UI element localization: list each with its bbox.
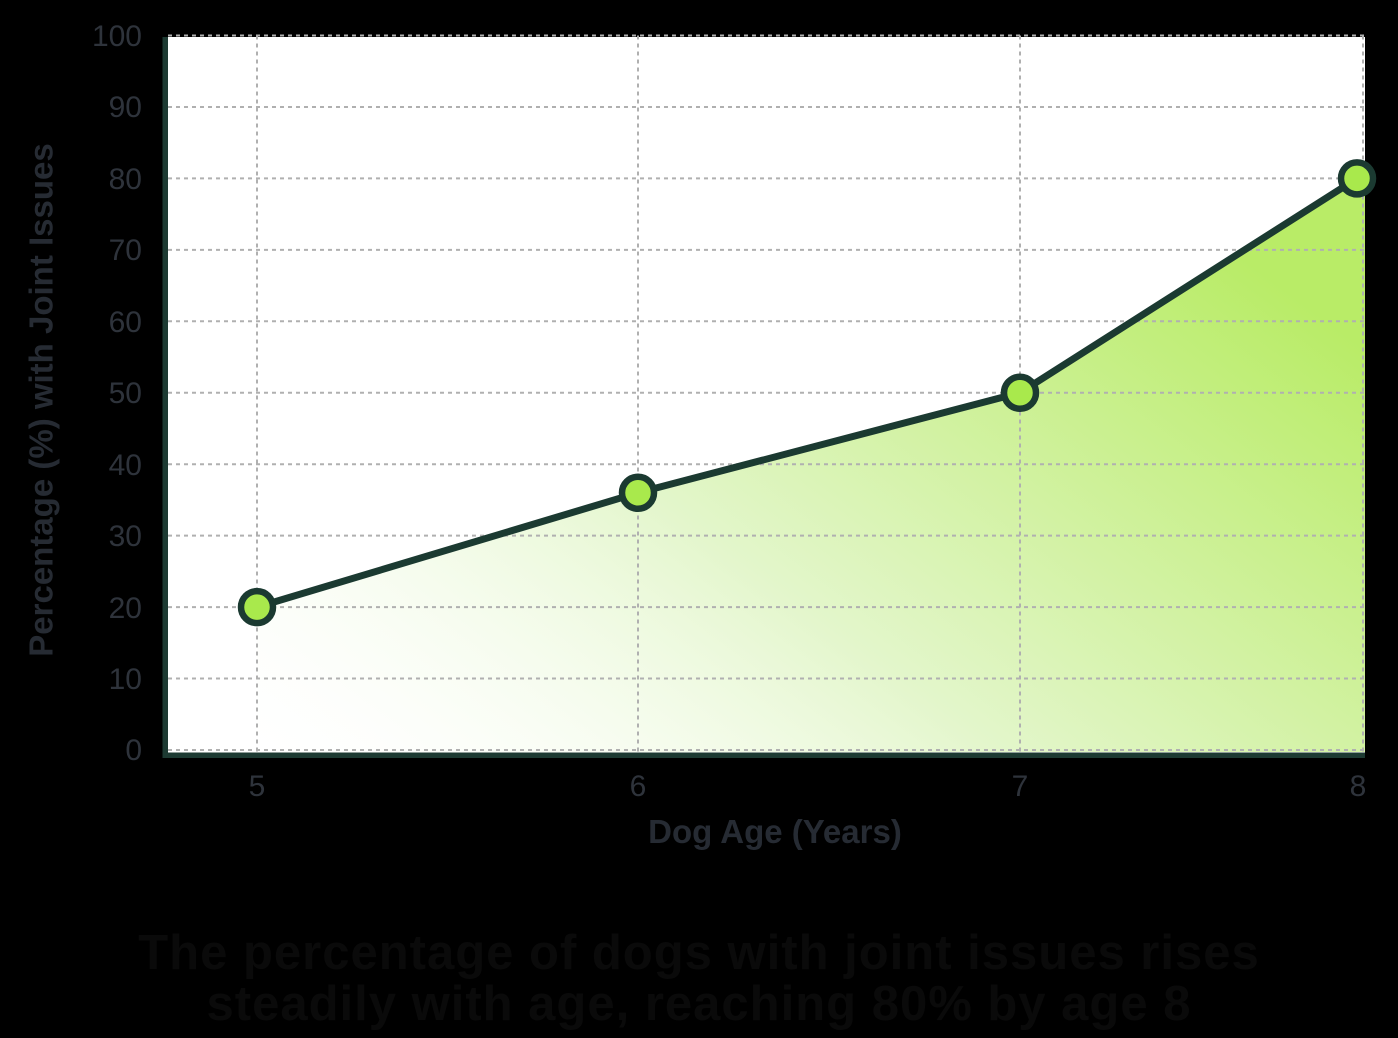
y-tick-label: 40	[109, 449, 142, 482]
y-axis-spine	[162, 37, 168, 758]
y-tick-label: 90	[109, 91, 142, 124]
x-axis-title: Dog Age (Years)	[648, 813, 902, 850]
y-tick-label: 30	[109, 520, 142, 553]
y-tick-label: 100	[92, 20, 142, 53]
data-point-marker	[237, 587, 277, 627]
y-tick-label: 60	[109, 306, 142, 339]
data-point-marker	[618, 473, 658, 513]
x-axis-spine	[162, 752, 1365, 758]
y-tick-label: 10	[109, 663, 142, 696]
footer-caption-line1: The percentage of dogs with joint issues…	[138, 926, 1260, 980]
data-point-marker	[1337, 159, 1377, 198]
footer-caption: The percentage of dogs with joint issues…	[0, 928, 1398, 1030]
y-axis-title: Percentage (%) with Joint Issues	[23, 143, 60, 656]
x-tick-label: 5	[249, 770, 266, 803]
y-tick-label: 20	[109, 592, 142, 625]
x-tick-label: 7	[1012, 770, 1029, 803]
x-tick-label: 8	[1350, 770, 1367, 803]
y-tick-label: 0	[125, 734, 142, 767]
y-tick-label: 50	[109, 377, 142, 410]
joint-issues-area-chart: 100 90 80 70 60 50 40 30 20 10 0 5 6 7 8…	[23, 20, 1377, 850]
data-point-markers	[237, 159, 1377, 627]
y-tick-label: 80	[109, 163, 142, 196]
data-point-marker	[1000, 373, 1040, 412]
x-tick-label: 6	[630, 770, 647, 803]
data-line	[253, 174, 1361, 611]
footer-caption-line2: steadily with age, reaching 80% by age 8	[206, 976, 1192, 1031]
y-tick-label: 70	[109, 234, 142, 267]
